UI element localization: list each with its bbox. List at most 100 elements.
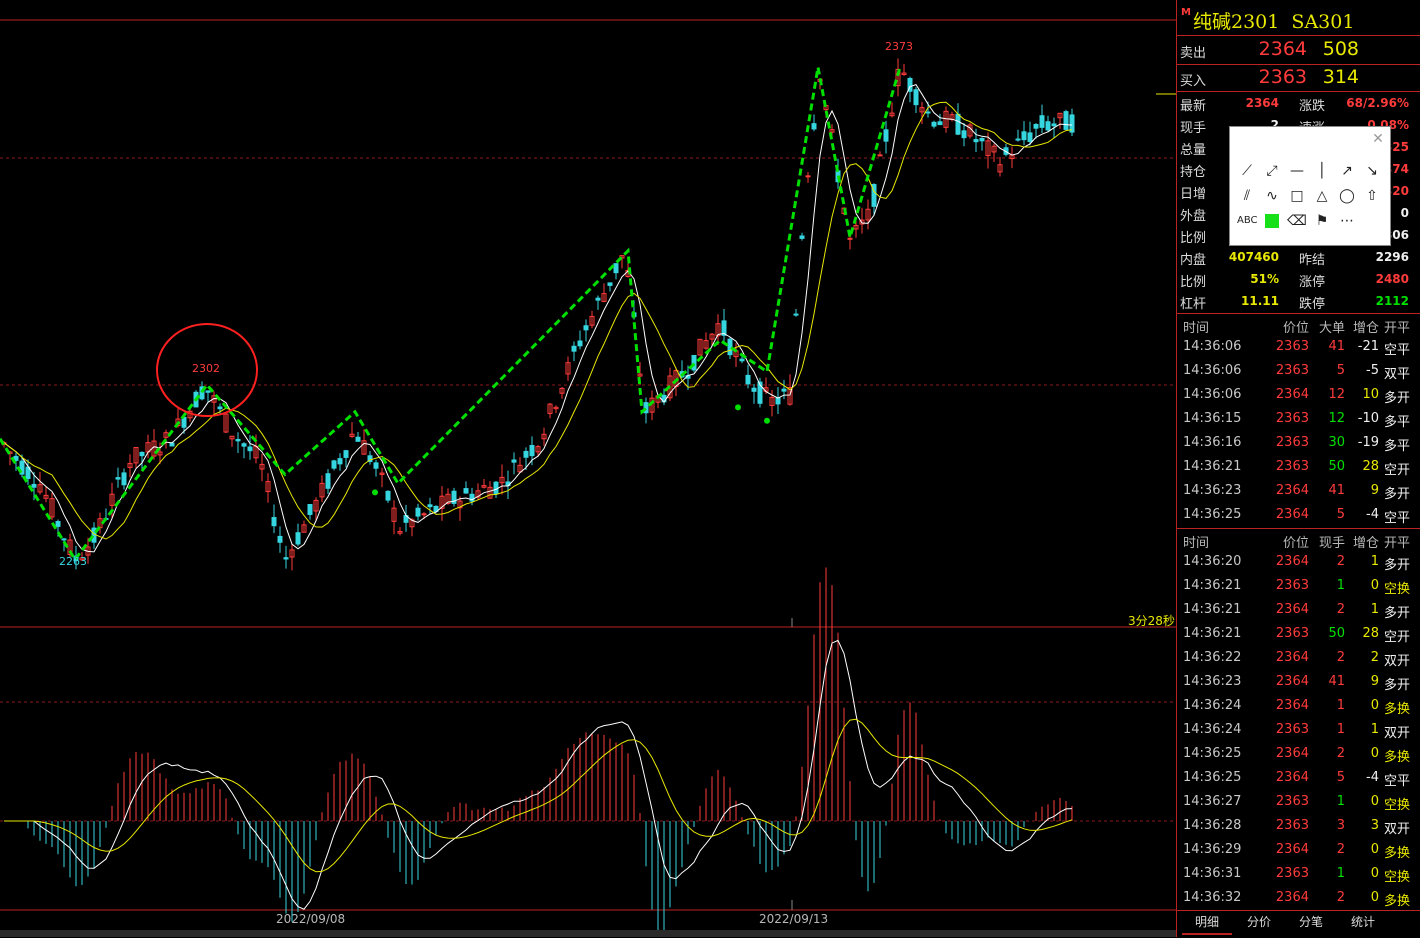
label-2302: 2302 [192, 362, 220, 375]
stat-label: 日增 [1180, 187, 1207, 202]
label-2263: 2263 [59, 555, 87, 568]
stat-value: 407460 [1228, 250, 1279, 264]
candle-body [49, 498, 55, 518]
sell-row: 卖出 2364 508 [1177, 38, 1420, 66]
table-row[interactable]: 14:36:21 2363 1 0 空换 [1177, 575, 1420, 599]
m-marker: M [1181, 7, 1191, 18]
row-type: 空换 [1384, 798, 1411, 813]
row-type: 空平 [1384, 774, 1411, 789]
candle-body [811, 123, 817, 130]
table-row[interactable]: 14:36:23 2364 41 9 多开 [1177, 671, 1420, 695]
eraser-icon[interactable]: ⌫ [1287, 213, 1307, 229]
arrow-up-right-icon[interactable]: ↗ [1341, 163, 1353, 179]
row-price: 2364 [1275, 602, 1309, 617]
row-type: 多平 [1384, 439, 1411, 454]
text-tool[interactable]: ABC [1237, 215, 1258, 226]
candle-body [853, 224, 859, 230]
triangle-icon[interactable]: △ [1316, 188, 1328, 204]
table-row[interactable]: 14:36:24 2364 1 0 多换 [1177, 695, 1420, 719]
table-row[interactable]: 14:36:25 2364 5 -4 空平 [1177, 767, 1420, 791]
table-row[interactable]: 14:36:25 2364 2 0 多换 [1177, 743, 1420, 767]
candle-body [1015, 138, 1021, 141]
candle-body [61, 538, 67, 541]
tab-statistics[interactable]: 统计 [1350, 915, 1375, 929]
row-time: 14:36:21 [1183, 626, 1242, 641]
rectangle-icon[interactable]: □ [1290, 188, 1304, 204]
flag-icon[interactable]: ⚑ [1315, 213, 1329, 229]
row-type: 双平 [1384, 367, 1411, 382]
candle-body [199, 386, 205, 400]
candle-body [169, 442, 175, 447]
kline-chart-area[interactable]: 2022/09/08 2022/09/13 3分28秒 2302 2263 23… [0, 0, 1176, 937]
table-row[interactable]: 14:36:22 2364 2 2 双开 [1177, 647, 1420, 671]
zigzag-line [0, 66, 902, 563]
candle-body [745, 374, 751, 385]
more-icon[interactable]: ⋯ [1340, 213, 1354, 229]
row-chg: 0 [1370, 698, 1379, 713]
table-row[interactable]: 14:36:31 2363 1 0 空换 [1177, 863, 1420, 887]
tab-tick[interactable]: 分笔 [1298, 915, 1323, 929]
row-time: 14:36:25 [1183, 770, 1242, 785]
kline-chart-svg[interactable] [0, 0, 1176, 937]
candle-body [517, 464, 523, 473]
candle-body [787, 387, 793, 405]
stat-value-2: 2480 [1375, 272, 1409, 286]
arrow-down-right-icon[interactable]: ↘ [1366, 163, 1378, 179]
row-chg: 0 [1370, 794, 1379, 809]
candle-body [313, 499, 319, 512]
row-vol: 2 [1336, 890, 1345, 905]
candle-body [769, 396, 775, 406]
table-row[interactable]: 14:36:21 2363 50 28 空开 [1177, 623, 1420, 647]
candle-body [241, 443, 247, 447]
table-row[interactable]: 14:36:32 2364 2 0 多换 [1177, 887, 1420, 911]
parallel-lines-icon[interactable]: ⫽ [1243, 188, 1251, 204]
table-row[interactable]: 14:36:25 2364 5 -4 空平 [1177, 504, 1420, 528]
tab-detail[interactable]: 明细 [1182, 913, 1232, 935]
candle-body [1027, 132, 1033, 142]
candle-body [979, 138, 985, 142]
row-chg: 0 [1370, 890, 1379, 905]
table-row[interactable]: 14:36:21 2363 50 28 空开 [1177, 456, 1420, 480]
table-row[interactable]: 14:36:06 2363 41 -21 空平 [1177, 336, 1420, 360]
candle-body [271, 517, 277, 527]
table-row[interactable]: 14:36:06 2363 5 -5 双平 [1177, 360, 1420, 384]
table-row[interactable]: 14:36:15 2363 12 -10 多平 [1177, 408, 1420, 432]
ray-icon[interactable]: ⤢ [1266, 163, 1278, 179]
table-row[interactable]: 14:36:27 2363 1 0 空换 [1177, 791, 1420, 815]
color-swatch[interactable] [1262, 211, 1282, 231]
row-time: 14:36:23 [1183, 674, 1242, 689]
up-arrow-icon[interactable]: ⇧ [1366, 188, 1378, 204]
table-row[interactable]: 14:36:24 2363 1 1 双开 [1177, 719, 1420, 743]
close-icon[interactable]: ✕ [1372, 131, 1384, 147]
row-chg: -4 [1366, 770, 1379, 785]
buy-label: 买入 [1180, 74, 1207, 89]
row-time: 14:36:06 [1183, 363, 1242, 378]
row-type: 多开 [1384, 487, 1411, 502]
line-segment-icon[interactable]: ⟋ [1242, 163, 1252, 179]
tab-price-distribution[interactable]: 分价 [1246, 915, 1271, 929]
row-time: 14:36:24 [1183, 722, 1242, 737]
horizontal-line-icon[interactable]: — [1290, 163, 1304, 179]
table-row[interactable]: 14:36:29 2364 2 0 多换 [1177, 839, 1420, 863]
table-row[interactable]: 14:36:20 2364 2 1 多开 [1177, 551, 1420, 575]
ellipse-icon[interactable]: ◯ [1339, 188, 1355, 204]
stat-value: 51% [1250, 272, 1279, 286]
candle-body [793, 313, 799, 316]
header-vol: 现手 [1318, 536, 1345, 551]
table-row[interactable]: 14:36:23 2364 41 9 多开 [1177, 480, 1420, 504]
candle-body [877, 154, 883, 157]
table-row[interactable]: 14:36:21 2364 2 1 多开 [1177, 599, 1420, 623]
candle-body [901, 72, 907, 75]
table-row[interactable]: 14:36:28 2363 3 3 双开 [1177, 815, 1420, 839]
sell-label: 卖出 [1180, 46, 1207, 61]
vertical-line-icon[interactable]: │ [1317, 163, 1327, 179]
stat-label-2: 跌停 [1299, 297, 1326, 312]
candle-body [247, 446, 253, 452]
polyline-icon[interactable]: ∿ [1266, 188, 1278, 204]
horizontal-scrollbar[interactable] [0, 930, 1176, 937]
table-row[interactable]: 14:36:16 2363 30 -19 多平 [1177, 432, 1420, 456]
candle-body [265, 481, 271, 493]
row-time: 14:36:25 [1183, 746, 1242, 761]
table-header: 时间 价位 现手 增仓 开平 [1177, 529, 1420, 553]
table-row[interactable]: 14:36:06 2364 12 10 多开 [1177, 384, 1420, 408]
